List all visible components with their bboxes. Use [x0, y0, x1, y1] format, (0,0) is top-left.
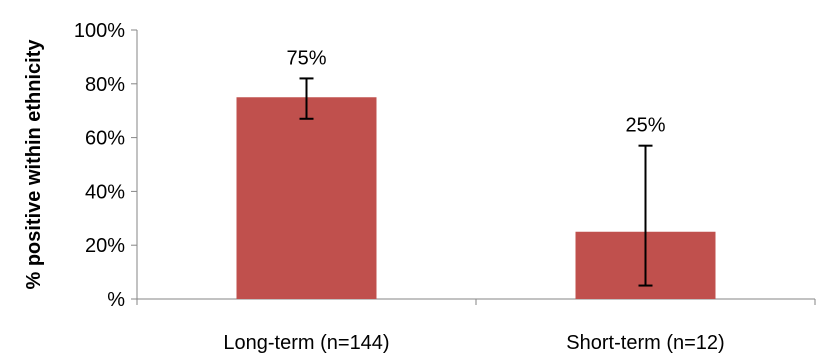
y-axis-ticks: % 20% 40% 60% 80% 100%: [74, 20, 137, 311]
y-axis-title-group: % positive within ethnicity: [23, 39, 45, 290]
y-tick-label: 40%: [85, 181, 125, 203]
y-tick-label: 100%: [74, 20, 125, 42]
x-category-label: Long-term (n=144): [223, 332, 389, 354]
y-tick-label: %: [107, 289, 125, 311]
x-category-label: Short-term (n=12): [566, 332, 724, 354]
data-label: 25%: [625, 115, 665, 137]
error-bars: [299, 77, 653, 287]
category-labels: Long-term (n=144) Short-term (n=12): [223, 332, 724, 354]
data-label: 75%: [286, 47, 326, 69]
y-axis-title: % positive within ethnicity: [23, 39, 45, 290]
y-tick-label: 80%: [85, 74, 125, 96]
data-labels: 75% 25%: [286, 47, 665, 136]
y-tick-label: 60%: [85, 128, 125, 150]
bars: [236, 97, 716, 299]
y-tick-label: 20%: [85, 235, 125, 257]
bar: [236, 97, 377, 299]
